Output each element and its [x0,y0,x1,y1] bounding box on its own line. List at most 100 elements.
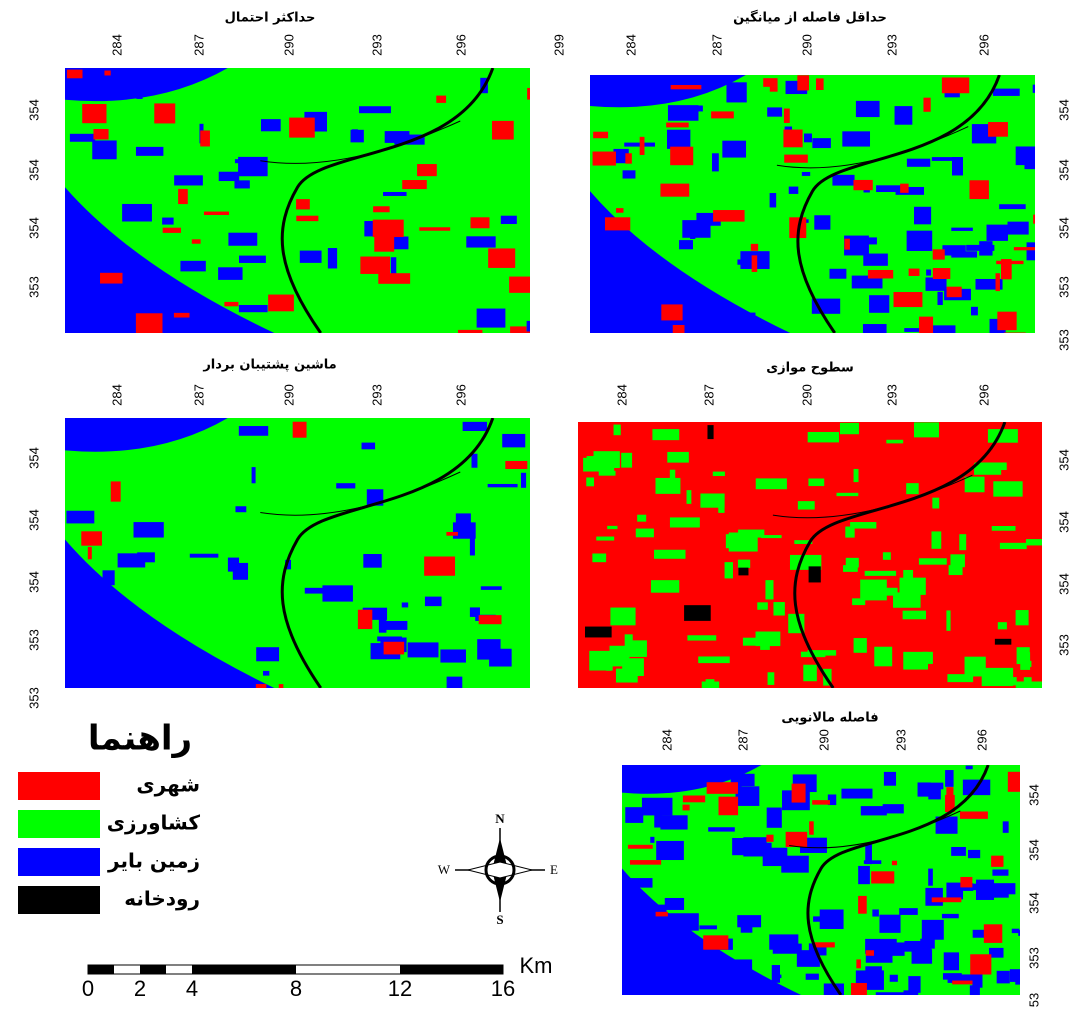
map-patch [1016,610,1029,625]
y-coord-label: 354 [1056,217,1071,239]
map-patch [373,206,390,212]
map-patch [1018,930,1046,936]
legend-swatch [18,810,100,838]
map-patch [180,261,205,272]
map-patch [239,305,268,312]
x-coord-label: 287 [191,384,206,406]
map-patch [770,193,777,207]
legend-label: زمین بایر [107,849,200,873]
map-patch [614,425,621,436]
map-patch [670,147,693,166]
map-patch [192,239,201,243]
map-patch [1015,977,1035,985]
map-patch [679,966,693,978]
map-patch [712,153,719,171]
map-patch [673,325,685,340]
x-coord-label: 293 [369,34,384,56]
map-patch [224,302,238,306]
map-patch [419,227,450,230]
map-patch [585,627,612,638]
map-patch [789,187,799,194]
map-patch [946,610,950,630]
map-patch [296,199,310,209]
y-coord-label: 354 [1056,159,1071,181]
map-patch [667,452,689,463]
map-patch [719,797,739,816]
map-patch [999,204,1026,209]
map-patch [979,241,992,255]
map-patch [596,537,614,541]
map-patch [610,608,635,626]
map-patch [773,602,784,615]
map-patch [591,291,599,295]
map-patch [845,527,854,538]
map-patch [699,925,717,929]
map-patch [703,302,720,310]
map-patch [176,431,183,437]
map-patch [683,106,703,112]
panel-title: فاصله مالانویی [781,711,878,726]
map-patch [660,815,687,829]
y-coord-label: 353 [1056,634,1071,656]
map-patch [725,562,733,578]
x-coord-label: 287 [735,729,750,751]
map-patch [174,313,190,318]
map-patch [622,878,652,888]
map-patch [93,129,108,139]
map-patch [1012,929,1020,933]
map-patch [893,592,921,607]
map-patch [909,269,920,276]
map-patch [858,866,870,884]
map-patch [336,483,355,488]
map-patch [383,192,407,196]
map-patch [993,481,1022,496]
map-patch [713,210,745,222]
legend-label: رودخانه [124,887,200,911]
scale-label: 0 [82,976,94,1001]
y-coord-label: 354 [1026,839,1041,861]
map-patch [959,534,966,550]
map-patch [593,152,616,166]
map-patch [239,426,268,436]
map-patch [874,647,892,667]
map-patch [773,975,782,979]
legend-swatch [18,848,100,876]
map-patch [687,635,716,640]
map-patch [92,140,116,159]
map-patch [239,256,266,263]
map-patch [684,605,711,621]
map-patch [607,526,617,529]
x-coord-label: 296 [976,34,991,56]
map-patch [456,513,471,527]
map-patch [792,784,806,803]
map-patch [178,189,188,204]
compass: N S E W [438,811,558,927]
map-patch [377,636,402,641]
map-patch [654,550,685,559]
map-patch [932,897,962,902]
map-patch [470,537,475,555]
map-patch [80,672,101,687]
y-coord-label: 354 [1026,892,1041,914]
compass-n: N [495,811,505,826]
map-patch [204,212,229,215]
x-coord-label: 287 [191,34,206,56]
map-patch [234,180,249,188]
map-patch [683,805,690,811]
map-patch [656,478,681,494]
map-patch [626,969,641,980]
map-patch [951,251,977,257]
map-patch [814,215,830,229]
map-patch [289,118,315,138]
map-patch [952,157,963,175]
map-patch [79,574,85,579]
map-patch [505,461,527,469]
map-patch [268,295,294,312]
map-patch [667,913,699,930]
map-patch [637,515,646,522]
map-patch [667,130,690,149]
map-patch [702,682,719,697]
map-patch [757,602,768,609]
map-patch [103,570,115,585]
map-patch [992,869,1008,875]
